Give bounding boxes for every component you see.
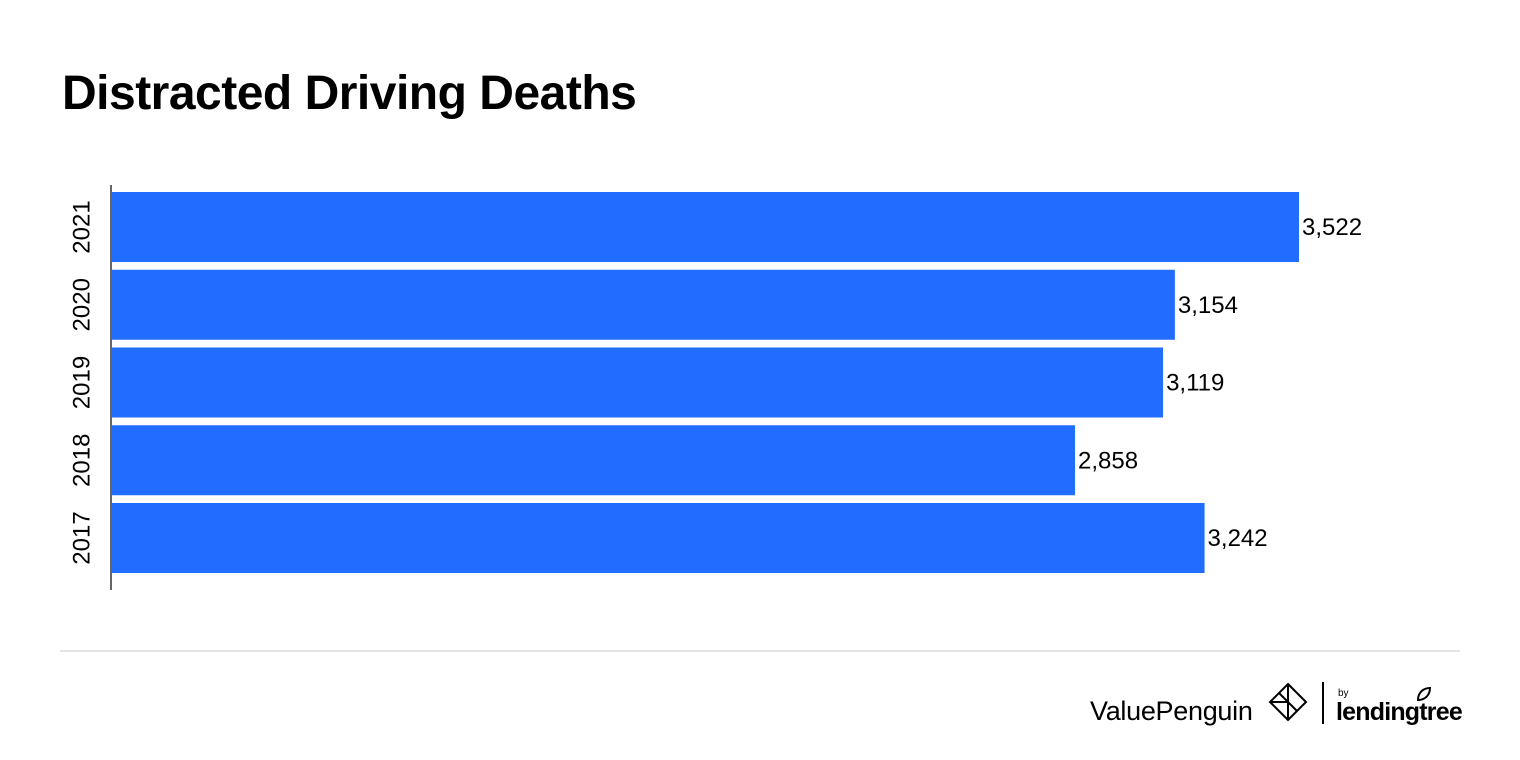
tick-label-2021: 2021: [69, 200, 96, 253]
tick-label-2019: 2019: [69, 356, 96, 409]
tick-label-2020: 2020: [69, 278, 96, 331]
tick-label-2017: 2017: [69, 511, 96, 564]
value-label-2017: 3,242: [1208, 525, 1268, 552]
value-label-2020: 3,154: [1178, 292, 1238, 319]
valuepenguin-logo-text: ValuePenguin: [1090, 696, 1253, 726]
value-label-2021: 3,522: [1302, 214, 1362, 241]
bar-chart: 3,522 2021 3,154 2020 3,119 2019 2,858 2018 3,24…: [69, 185, 1362, 590]
bar-2019: [111, 347, 1164, 418]
value-label-2018: 2,858: [1078, 447, 1138, 474]
value-label-2019: 3,119: [1166, 370, 1224, 397]
footer-brand: ValuePenguin by lendingtree: [1088, 678, 1468, 728]
valuepenguin-logo-icon: [1268, 682, 1308, 722]
tick-label-2018: 2018: [69, 434, 96, 487]
brand-separator: [1322, 682, 1324, 724]
bar-2017: [111, 503, 1205, 573]
lendingtree-logo-text: lendingtree: [1336, 698, 1463, 726]
chart-title: Distracted Driving Deaths: [62, 67, 637, 120]
leaf-icon: [1416, 686, 1432, 702]
bar-2018: [111, 425, 1076, 496]
footer-divider: [60, 650, 1460, 652]
bar-2020: [111, 269, 1175, 340]
by-text: by: [1338, 688, 1349, 699]
bar-2021: [111, 192, 1299, 262]
